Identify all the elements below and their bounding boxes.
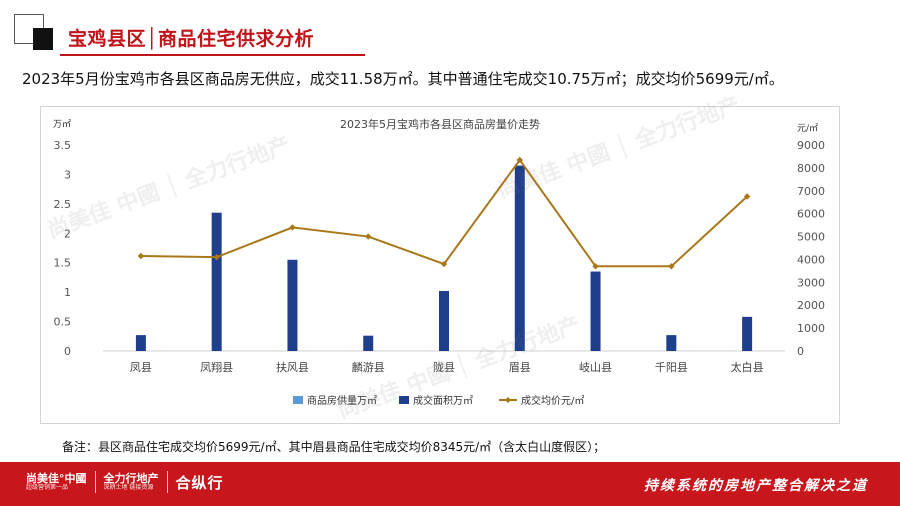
left-tick-label: 0 xyxy=(64,345,71,358)
footer-brands: 尚美佳°中國 超级营销第一品 全力行地产 深耕土地 链接资源 合纵行 xyxy=(26,471,224,493)
bar-transaction-area xyxy=(211,212,222,351)
brand-quanlihang: 全力行地产 深耕土地 链接资源 xyxy=(103,471,159,492)
right-tick-label: 9000 xyxy=(797,139,825,152)
right-tick-label: 8000 xyxy=(797,162,825,175)
legend-swatch-transaction xyxy=(399,396,409,404)
right-tick-label: 4000 xyxy=(797,253,825,266)
price-point xyxy=(213,253,220,261)
brand-shangmeijia: 尚美佳°中國 超级营销第一品 xyxy=(26,471,87,492)
price-point xyxy=(668,263,675,270)
left-tick-label: 1 xyxy=(64,286,71,299)
chart-title: 2023年5月宝鸡市各县区商品房量价走势 xyxy=(340,117,540,131)
category-label: 陇县 xyxy=(433,360,455,374)
right-tick-label: 2000 xyxy=(797,299,825,312)
category-label: 千阳县 xyxy=(655,361,688,374)
bar-transaction-area xyxy=(135,335,146,351)
footer-slogan: 持续系统的房地产整合解决之道 xyxy=(644,478,868,494)
category-label: 太白县 xyxy=(731,360,764,374)
title-underline xyxy=(60,54,365,56)
bar-transaction-area xyxy=(514,165,525,351)
price-point xyxy=(440,260,448,268)
brand-separator xyxy=(166,471,168,493)
volume-price-chart: 2023年5月宝鸡市各县区商品房量价走势 万㎡ 元/㎡ 0 0.5 1 1.5 2 2.5 3 3.… xyxy=(53,117,825,407)
left-tick-label: 1.5 xyxy=(54,257,72,270)
brand-hezonghang: 合纵行 xyxy=(175,473,224,492)
price-point xyxy=(137,252,145,260)
bar-transaction-area xyxy=(742,316,753,351)
chart-frame: 2023年5月宝鸡市各县区商品房量价走势 万㎡ 元/㎡ 0 0.5 1 1.5 2 2.5 3 3.… xyxy=(40,106,840,424)
bar-transaction-area xyxy=(439,290,449,351)
title-decoration-block xyxy=(33,28,53,50)
category-label: 岐山县 xyxy=(579,361,612,374)
left-tick-label: 3 xyxy=(64,168,71,181)
page-title: 宝鸡县区│商品住宅供求分析 xyxy=(68,28,314,50)
right-tick-label: 3000 xyxy=(797,276,825,289)
left-tick-label: 2.5 xyxy=(54,198,72,211)
price-point xyxy=(365,233,372,240)
brand-quanlihang-sub: 深耕土地 链接资源 xyxy=(103,483,154,491)
category-label: 眉县 xyxy=(509,361,531,374)
bar-transaction-area xyxy=(363,335,374,351)
brand-quanlihang-label: 全力行地产 xyxy=(103,471,159,485)
footer-bar: 尚美佳°中國 超级营销第一品 全力行地产 深耕土地 链接资源 合纵行 持续系统的… xyxy=(0,462,900,506)
price-point xyxy=(592,263,599,270)
left-tick-label: 0.5 xyxy=(54,316,72,329)
legend-swatch-supply xyxy=(293,396,303,404)
left-tick-label: 2 xyxy=(64,227,71,240)
bar-transaction-area xyxy=(590,271,601,351)
right-tick-label: 6000 xyxy=(797,208,825,221)
category-label: 麟游县 xyxy=(352,360,385,374)
legend-label-transaction: 成交面积万㎡ xyxy=(413,394,473,407)
line-avg-price xyxy=(140,158,748,268)
right-tick-label: 5000 xyxy=(797,231,825,244)
left-tick-label: 3.5 xyxy=(54,139,72,152)
right-tick-label: 0 xyxy=(797,345,804,358)
category-label: 凤县 xyxy=(130,361,152,374)
brand-separator xyxy=(94,471,96,493)
price-point xyxy=(289,224,296,231)
right-tick-label: 1000 xyxy=(797,322,825,335)
legend-label-supply: 商品房供量万㎡ xyxy=(307,394,377,407)
right-tick-label: 7000 xyxy=(797,185,825,198)
left-axis-unit: 万㎡ xyxy=(53,119,71,130)
right-axis-unit: 元/㎡ xyxy=(797,123,818,134)
bar-transaction-area xyxy=(287,259,298,351)
category-label: 扶风县 xyxy=(276,360,309,374)
legend-label-price: 成交均价元/㎡ xyxy=(521,394,584,407)
bar-transaction-area xyxy=(666,335,677,351)
brand-shangmeijia-label: 尚美佳°中國 xyxy=(26,471,87,485)
summary-text: 2023年5月份宝鸡市各县区商品房无供应，成交11.58万㎡。其中普通住宅成交1… xyxy=(22,70,784,88)
category-label: 凤翔县 xyxy=(200,360,233,374)
note-text: 备注：县区商品住宅成交均价5699元/㎡、其中眉县商品住宅成交均价8345元/㎡… xyxy=(62,440,606,454)
brand-shangmeijia-sub: 超级营销第一品 xyxy=(26,483,69,491)
legend-marker-price xyxy=(505,397,511,403)
